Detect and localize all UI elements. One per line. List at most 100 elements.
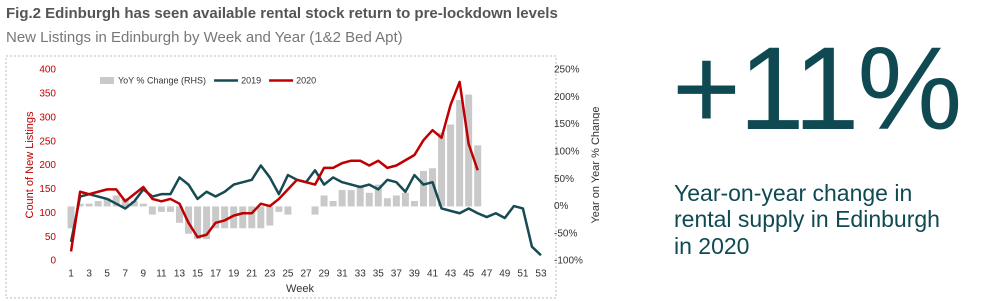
y2-tick-label: -100% <box>554 256 583 267</box>
y-tick-label: 400 <box>39 65 56 76</box>
x-tick-label: 45 <box>463 269 475 280</box>
chart: Fig.2 Edinburgh has seen available renta… <box>5 5 600 299</box>
chart-subtitle: New Listings in Edinburgh by Week and Ye… <box>6 29 403 46</box>
bar <box>157 206 165 212</box>
x-tick-label: 37 <box>391 269 403 280</box>
y2-tick-label: 50% <box>554 174 574 185</box>
y-tick-label: 50 <box>45 232 57 243</box>
bar <box>383 198 391 207</box>
bar <box>112 195 120 207</box>
bar <box>447 124 455 207</box>
x-tick-label: 35 <box>373 269 385 280</box>
x-tick-label: 39 <box>409 269 421 280</box>
y-tick-label: 300 <box>39 112 56 123</box>
bar <box>194 206 202 240</box>
x-tick-label: 49 <box>499 269 511 280</box>
x-tick-label: 53 <box>535 269 547 280</box>
y2-tick-label: 0% <box>554 201 569 212</box>
y2-tick-label: 250% <box>554 65 580 76</box>
bar <box>94 200 102 207</box>
x-tick-label: 21 <box>246 269 258 280</box>
x-tick-label: 41 <box>427 269 439 280</box>
y2-tick-label: 100% <box>554 146 580 157</box>
bar <box>419 170 427 207</box>
x-tick-label: 33 <box>355 269 367 280</box>
legend-label: 2020 <box>296 75 316 85</box>
x-tick-label: 51 <box>517 269 529 280</box>
y-tick-label: 200 <box>39 160 56 171</box>
bar <box>130 200 138 207</box>
bar <box>148 206 156 215</box>
bar <box>347 190 355 207</box>
x-tick-label: 3 <box>86 269 92 280</box>
x-tick-label: 29 <box>319 269 331 280</box>
y-tick-label: 250 <box>39 136 56 147</box>
bar <box>284 206 292 215</box>
caption: Year-on-year change in rental supply in … <box>674 180 940 259</box>
chart-title: Fig.2 Edinburgh has seen available renta… <box>6 5 558 22</box>
y-tick-label: 0 <box>50 256 56 267</box>
x-tick-label: 43 <box>445 269 457 280</box>
bar <box>320 195 328 207</box>
y2-axis-label: Year on Year % Change <box>590 106 600 223</box>
x-tick-label: 15 <box>192 269 204 280</box>
y-tick-label: 150 <box>39 184 56 195</box>
bar <box>338 190 346 207</box>
x-tick-label: 27 <box>300 269 312 280</box>
y-axis-label: Count of New Listings <box>24 111 36 218</box>
bar <box>139 203 147 207</box>
bar <box>85 203 93 207</box>
x-tick-label: 1 <box>68 269 74 280</box>
bar <box>275 206 283 212</box>
chart-frame <box>5 55 557 299</box>
x-axis-label: Week <box>286 283 314 295</box>
legend-swatch <box>100 77 114 84</box>
y2-tick-label: 200% <box>554 92 580 103</box>
x-tick-label: 11 <box>156 269 167 280</box>
bar <box>212 206 220 229</box>
bar <box>401 192 409 207</box>
bar <box>365 192 373 207</box>
bar <box>329 200 337 207</box>
legend-label: 2019 <box>241 75 261 85</box>
bar <box>465 94 473 207</box>
bar <box>203 206 211 240</box>
bar <box>474 145 482 207</box>
bar <box>230 206 238 229</box>
bar <box>248 206 256 229</box>
x-tick-label: 9 <box>141 269 147 280</box>
x-tick-label: 13 <box>174 269 186 280</box>
bar <box>257 206 265 229</box>
bar <box>456 100 464 207</box>
bar <box>103 198 111 207</box>
x-tick-label: 31 <box>337 269 349 280</box>
x-tick-label: 47 <box>481 269 493 280</box>
bar <box>438 132 446 207</box>
bar <box>175 206 183 223</box>
x-tick-label: 5 <box>104 269 110 280</box>
x-tick-label: 23 <box>264 269 276 280</box>
bar <box>374 184 382 207</box>
line <box>69 80 479 252</box>
bar <box>67 206 75 229</box>
bar <box>166 206 174 212</box>
y2-tick-label: 150% <box>554 119 580 130</box>
bar <box>429 168 437 207</box>
bar <box>221 206 229 229</box>
x-tick-label: 19 <box>228 269 240 280</box>
y2-tick-label: -50% <box>554 228 577 239</box>
bar <box>356 187 364 207</box>
bar <box>239 206 247 229</box>
bar <box>392 195 400 207</box>
y-tick-label: 100 <box>39 208 56 219</box>
bar <box>410 200 418 207</box>
x-tick-label: 17 <box>210 269 222 280</box>
bar <box>266 206 274 226</box>
bar <box>76 203 84 207</box>
bar <box>311 206 319 215</box>
y-tick-label: 350 <box>39 89 56 100</box>
headline: +11% <box>672 23 962 155</box>
x-tick-label: 25 <box>282 269 294 280</box>
x-tick-label: 7 <box>122 269 128 280</box>
